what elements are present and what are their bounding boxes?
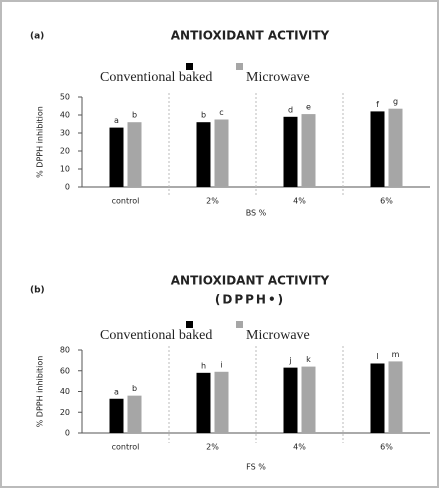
x-axis-label: FS % bbox=[246, 463, 266, 472]
x-tick-label: 6% bbox=[380, 443, 393, 452]
bar bbox=[301, 114, 316, 187]
significance-letter: k bbox=[306, 355, 311, 364]
bar bbox=[127, 395, 142, 433]
y-axis-label: % DPPH inhibition bbox=[36, 356, 45, 428]
y-tick-label: 0 bbox=[65, 429, 70, 438]
y-axis-label: % DPPH inhibition bbox=[36, 106, 45, 178]
legend-label: Microwave bbox=[246, 328, 310, 343]
significance-letter: a bbox=[114, 116, 119, 125]
panel-label: (b) bbox=[30, 286, 45, 296]
x-tick-label: 6% bbox=[380, 197, 393, 206]
legend-swatch bbox=[236, 321, 243, 328]
y-tick-label: 40 bbox=[60, 111, 70, 120]
significance-letter: m bbox=[392, 350, 400, 359]
y-tick-label: 60 bbox=[60, 366, 70, 375]
chart-subtitle: (DPPH•) bbox=[215, 293, 285, 307]
bar bbox=[283, 116, 298, 187]
bar bbox=[283, 367, 298, 433]
y-tick-label: 50 bbox=[60, 93, 70, 102]
y-tick-label: 40 bbox=[60, 387, 70, 396]
x-tick-label: control bbox=[112, 443, 140, 452]
legend-swatch bbox=[186, 321, 193, 328]
significance-letter: b bbox=[201, 111, 206, 120]
bar bbox=[109, 127, 124, 187]
y-tick-label: 80 bbox=[60, 346, 70, 355]
panel-label: (a) bbox=[30, 32, 44, 42]
bar bbox=[370, 363, 385, 433]
y-tick-label: 0 bbox=[65, 183, 70, 192]
bar bbox=[388, 361, 403, 433]
bar bbox=[109, 398, 124, 433]
bar bbox=[214, 119, 229, 187]
bar bbox=[370, 111, 385, 187]
bar bbox=[214, 371, 229, 433]
bar bbox=[388, 108, 403, 187]
legend-label: Conventional baked bbox=[100, 70, 212, 85]
significance-letter: l bbox=[376, 352, 378, 361]
significance-letter: i bbox=[220, 360, 222, 369]
y-tick-label: 20 bbox=[60, 147, 70, 156]
significance-letter: j bbox=[288, 356, 291, 365]
y-tick-label: 20 bbox=[60, 408, 70, 417]
significance-letter: b bbox=[132, 384, 137, 393]
bar bbox=[196, 372, 211, 433]
x-tick-label: 4% bbox=[293, 443, 306, 452]
x-tick-label: 4% bbox=[293, 197, 306, 206]
significance-letter: c bbox=[219, 108, 223, 117]
x-tick-label: 2% bbox=[206, 197, 219, 206]
x-tick-label: control bbox=[112, 197, 140, 206]
y-tick-label: 10 bbox=[60, 165, 70, 174]
chart-title: ANTIOXIDANT ACTIVITY bbox=[171, 274, 330, 288]
chart-title: ANTIOXIDANT ACTIVITY bbox=[171, 29, 330, 43]
significance-letter: h bbox=[201, 361, 206, 370]
bar bbox=[301, 366, 316, 433]
legend-label: Conventional baked bbox=[100, 328, 212, 343]
significance-letter: e bbox=[306, 103, 311, 112]
bar bbox=[196, 122, 211, 187]
bar bbox=[127, 122, 142, 187]
x-tick-label: 2% bbox=[206, 443, 219, 452]
legend-label: Microwave bbox=[246, 70, 310, 85]
x-axis-label: BS % bbox=[246, 209, 267, 218]
legend-swatch bbox=[186, 63, 193, 70]
y-tick-label: 30 bbox=[60, 129, 70, 138]
legend-swatch bbox=[236, 63, 243, 70]
significance-letter: d bbox=[288, 105, 293, 114]
significance-letter: g bbox=[393, 97, 398, 106]
significance-letter: b bbox=[132, 111, 137, 120]
significance-letter: a bbox=[114, 387, 119, 396]
significance-letter: f bbox=[376, 100, 379, 109]
